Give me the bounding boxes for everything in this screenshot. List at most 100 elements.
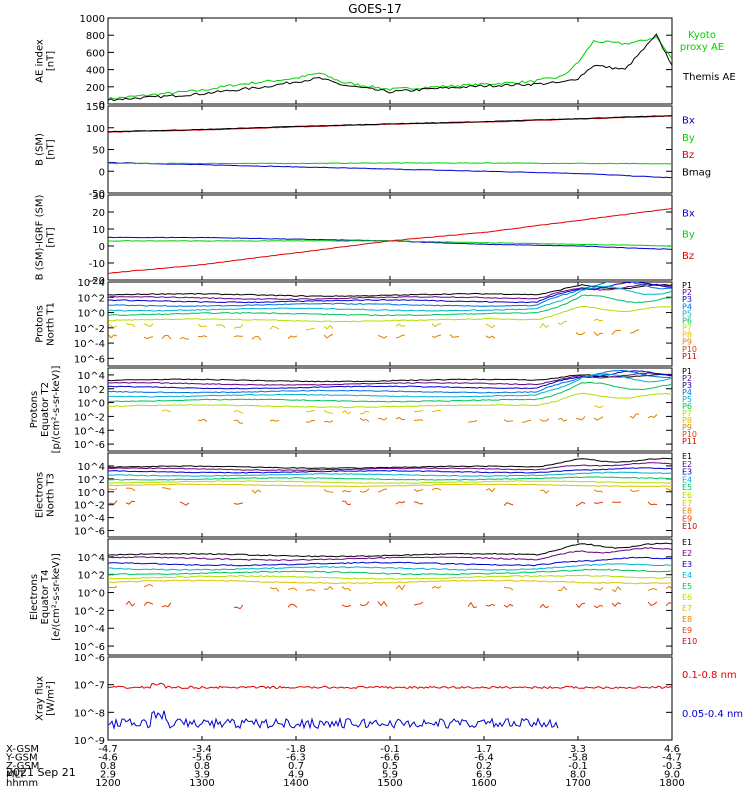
legend-entry: P1 (682, 281, 692, 290)
legend-entry: P5 (682, 309, 692, 318)
series-line (557, 417, 568, 422)
legend-entry: P3 (682, 295, 692, 304)
plot-area (108, 208, 672, 274)
series-line (359, 488, 370, 493)
y-axis-label: Protons (35, 305, 46, 342)
panel-frame (107, 17, 673, 105)
footer-value: 6.9 (476, 770, 492, 781)
legend-entry: P8 (682, 416, 692, 425)
series-line (233, 324, 244, 329)
y-axis-label: Protons (29, 391, 40, 428)
series-line (108, 480, 672, 484)
footer-value: 3.9 (194, 770, 210, 781)
panel-5: 10^4 10^2 10^0 10^-2 10^-4 10^-6 Protons Equato… (29, 366, 697, 454)
footer-value: 1200 (95, 778, 120, 789)
legend-entry: P9 (682, 338, 692, 347)
series-line (161, 602, 172, 608)
y-axis-label: [e/(cm²-s-sr-keV)] (51, 553, 62, 641)
footer-value: 1.7 (476, 744, 492, 755)
legend-entry: E5 (682, 582, 692, 591)
series-line (413, 419, 424, 421)
series-line (108, 283, 672, 300)
series-line (287, 587, 298, 592)
series-line (269, 419, 280, 422)
legend-entry: E7 (682, 499, 692, 508)
ytick-label: 10^2 (78, 571, 105, 582)
legend-entry: By (682, 133, 695, 144)
y-axis-label: [nT] (46, 139, 57, 159)
series-line (539, 603, 550, 609)
series-line (108, 369, 672, 394)
ytick-label: 10^-4 (74, 624, 105, 635)
legend-entry: proxy AE (680, 42, 724, 53)
ytick-label: 10^4 (78, 278, 105, 289)
series-line (611, 585, 622, 593)
footer-value: 9.0 (664, 770, 680, 781)
legend-entry: E3 (682, 560, 692, 569)
series-line (108, 547, 672, 562)
ytick-label: 10^-6 (74, 440, 105, 451)
series-line (108, 488, 118, 491)
series-line (323, 586, 334, 591)
legend-entry: Kyoto (688, 30, 716, 41)
ytick-label: 10^-4 (74, 514, 105, 525)
panel-6: 10^4 10^2 10^0 10^-2 10^-4 10^-6 Electrons Nort… (35, 452, 698, 538)
series-line (108, 457, 672, 469)
series-line (593, 604, 604, 609)
footer-value: -4.6 (98, 753, 118, 764)
series-line (575, 331, 586, 336)
ytick-label: 200 (86, 83, 105, 94)
legend-entry: By (682, 230, 695, 241)
plot-area (108, 457, 672, 507)
legend-entry: E4 (682, 571, 692, 580)
ytick-label: 10^2 (78, 385, 105, 396)
legend-entry: E1 (682, 538, 692, 547)
series-line (341, 604, 352, 608)
series-line (431, 585, 442, 589)
series-line (197, 418, 208, 423)
series-line (108, 710, 559, 731)
series-line (611, 329, 622, 336)
series-line (503, 603, 514, 608)
series-line (108, 563, 672, 571)
series-line (108, 305, 672, 323)
legend-entry: 0.05-0.4 nm (682, 709, 743, 720)
legend-entry: Bz (682, 251, 694, 262)
series-line (108, 35, 672, 101)
series-line (431, 322, 442, 328)
ytick-label: 30 (92, 191, 105, 202)
series-line (125, 487, 136, 492)
ytick-label: 10^-2 (74, 606, 105, 617)
ytick-label: 10^-4 (74, 426, 105, 437)
ytick-label: 10^0 (78, 589, 105, 600)
series-line (341, 586, 352, 592)
series-line (485, 335, 496, 339)
legend-entry: P7 (682, 409, 692, 418)
panel-7: 10^4 10^2 10^0 10^-2 10^-4 10^-6 Electrons Equa… (29, 538, 697, 656)
series-line (108, 574, 672, 580)
series-line (305, 419, 316, 423)
footer-value: 4.9 (288, 770, 304, 781)
series-line (108, 370, 672, 390)
ytick-label: 10^-4 (74, 339, 105, 350)
series-line (108, 323, 118, 328)
series-line (323, 420, 334, 423)
series-line (233, 502, 244, 505)
plot-area (108, 682, 672, 731)
legend-entry: E8 (682, 507, 692, 516)
ytick-label: 10^-2 (74, 324, 105, 335)
footer-value: 2.9 (100, 770, 116, 781)
series-line (359, 410, 370, 415)
ytick-label: 10^-6 (74, 642, 105, 653)
legend-entry: P11 (682, 437, 697, 446)
footer-value: -5.8 (568, 753, 588, 764)
series-line (233, 604, 244, 610)
y-axis-label: B (SM)-IGRF (SM) (35, 195, 46, 281)
series-line (539, 322, 550, 329)
series-line (647, 588, 658, 592)
ytick-label: 0 (99, 100, 105, 111)
panel-frame (107, 656, 673, 741)
footer-value: -4.7 (98, 744, 118, 755)
series-line (108, 586, 118, 589)
